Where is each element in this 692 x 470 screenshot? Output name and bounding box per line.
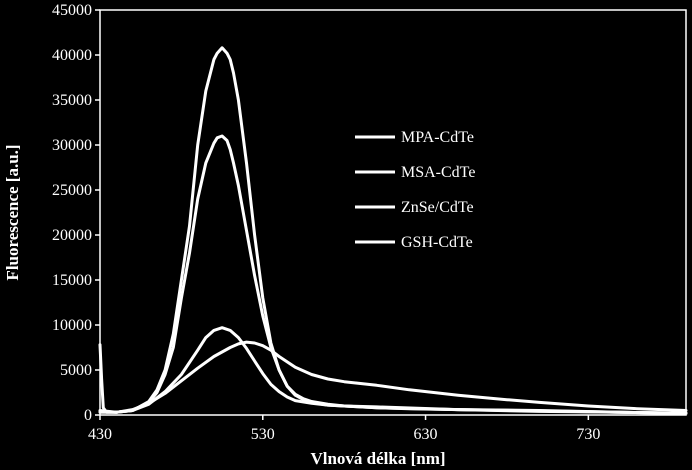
x-tick-label: 730 (576, 426, 600, 443)
x-axis-title: Vlnová délka [nm] (310, 449, 445, 468)
y-tick-label: 45000 (52, 2, 92, 19)
y-tick-label: 10000 (52, 317, 92, 334)
legend-label: MPA-CdTe (401, 129, 474, 146)
series-line-gsh-cdte (98, 340, 688, 414)
plot-area (99, 9, 687, 416)
legend: MPA-CdTe MSA-CdTe ZnSe/CdTe GSH-CdTe (355, 129, 475, 251)
x-tick-label: 430 (88, 426, 112, 443)
axes: 0 5000 10000 15000 20000 25000 30000 35000 40000… (52, 2, 600, 443)
y-tick-label: 40000 (52, 47, 92, 64)
series-line-znse-cdte (98, 326, 688, 415)
legend-label: ZnSe/CdTe (401, 199, 474, 216)
y-tick-label: 25000 (52, 182, 92, 199)
y-tick-label: 5000 (60, 362, 92, 379)
series-line-msa-cdte (98, 134, 688, 415)
series-line-mpa-cdte (98, 46, 688, 415)
y-tick-label: 20000 (52, 227, 92, 244)
plot-frame (99, 9, 687, 416)
y-tick-label: 15000 (52, 272, 92, 289)
x-tick-label: 530 (251, 426, 275, 443)
y-axis-title: Fluorescence [a.u.] (3, 144, 22, 280)
y-tick-label: 0 (84, 407, 92, 424)
legend-label: MSA-CdTe (401, 164, 475, 181)
y-tick-label: 30000 (52, 137, 92, 154)
series-group (98, 46, 688, 415)
x-tick-label: 630 (414, 426, 438, 443)
y-tick-label: 35000 (52, 92, 92, 109)
legend-label: GSH-CdTe (401, 234, 473, 251)
